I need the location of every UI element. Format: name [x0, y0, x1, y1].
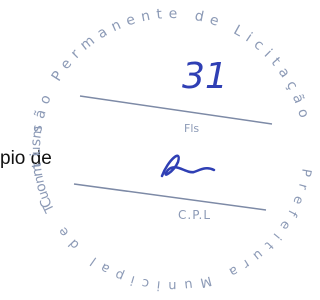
signature — [162, 156, 214, 176]
stamp-ring-top: Comissão Permanente de Licitação — [28, 6, 312, 210]
stamp-line — [80, 96, 272, 124]
stamp-line — [74, 184, 266, 210]
stamp-ring-top-path: Comissão Permanente de Licitação — [28, 6, 312, 210]
page-number: 31 — [182, 56, 228, 97]
stamp-ring-bottom: Prefeitura Municipal de Tuntum — [29, 125, 314, 293]
page-label: Fls — [184, 122, 199, 135]
stamp-ring-bottom-path: Prefeitura Municipal de Tuntum — [29, 125, 314, 293]
signature-label: C.P.L — [178, 208, 211, 222]
stamp-scan: pio de Comissão Permanente de Licitação … — [0, 0, 314, 300]
page: {"document_text": "pio de", "stamp": {"o… — [0, 0, 314, 300]
